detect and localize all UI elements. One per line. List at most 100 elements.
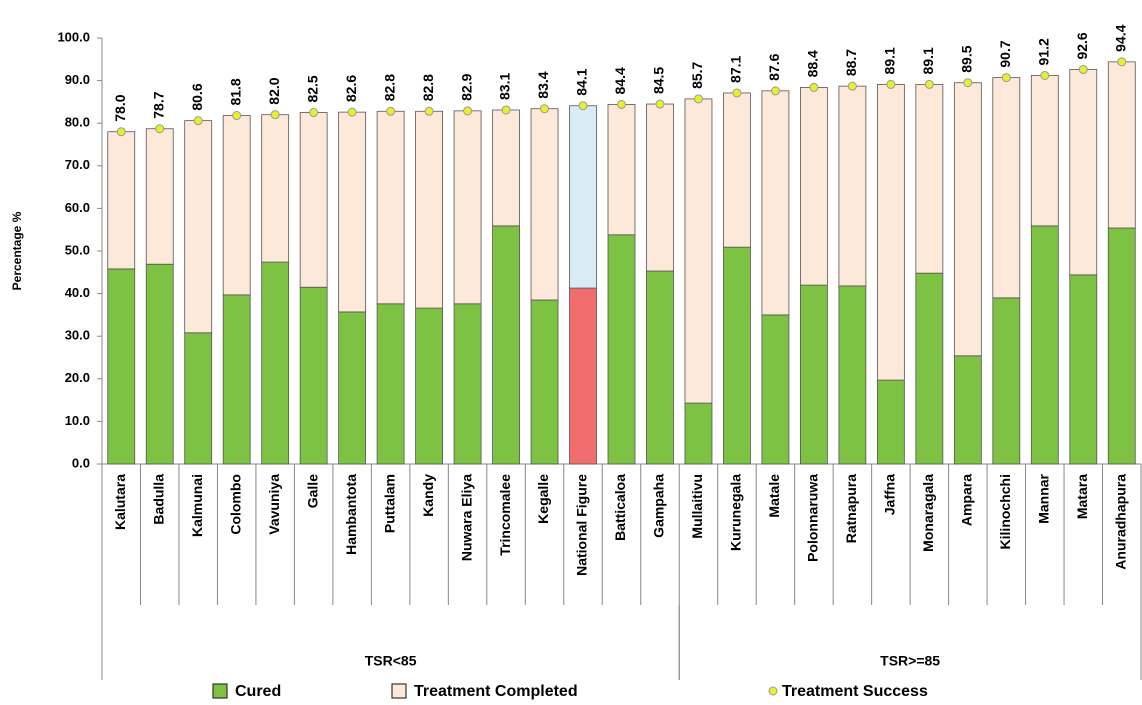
success-point: [424, 106, 434, 116]
legend-marker: [212, 683, 228, 699]
bar-segment: [607, 104, 636, 236]
value-label: 87.6: [766, 53, 782, 80]
bar-segment: [415, 307, 443, 465]
bar-segment: [607, 234, 636, 465]
success-point: [155, 124, 165, 134]
bar-segment: [453, 303, 482, 465]
legend-marker: [768, 686, 778, 696]
bar-segment: [415, 110, 443, 309]
bar-segment: [492, 225, 520, 465]
success-point: [732, 88, 742, 98]
value-label: 82.9: [458, 73, 474, 100]
value-label: 88.7: [843, 49, 859, 76]
success-point: [770, 86, 780, 96]
bar-segment: [1030, 75, 1059, 227]
success-point: [655, 99, 665, 109]
x-tick-label: Ratnapura: [843, 474, 859, 543]
x-tick-label: Monaragala: [920, 474, 936, 552]
bar-segment: [338, 111, 367, 313]
value-label: 84.1: [574, 68, 590, 95]
y-tick-label: 100.0: [57, 29, 90, 44]
bar-segment: [800, 284, 828, 465]
bar-segment: [838, 85, 867, 287]
bar-segment: [1030, 225, 1059, 465]
value-label: 84.4: [612, 67, 628, 94]
bar-segment: [838, 285, 867, 465]
bar-segment: [530, 108, 559, 301]
bar-segment: [876, 379, 905, 465]
value-label: 94.4: [1112, 24, 1128, 51]
value-label: 83.4: [535, 71, 551, 98]
bar-segment: [184, 120, 213, 334]
y-tick-label: 80.0: [65, 115, 90, 130]
bar-segment: [1069, 274, 1098, 465]
value-label: 82.6: [343, 75, 359, 102]
bar-segment: [723, 92, 751, 248]
x-tick-label: Kilinochchi: [997, 474, 1013, 549]
x-tick-label: Polonnaruwa: [805, 474, 821, 562]
legend-label: Treatment Success: [782, 683, 928, 700]
x-tick-label: Matara: [1074, 474, 1090, 519]
x-tick-label: Matale: [766, 474, 782, 518]
value-label: 82.8: [381, 74, 397, 101]
bar-segment: [299, 286, 328, 465]
success-point: [1117, 57, 1127, 67]
x-tick-label: Jaffna: [882, 474, 898, 515]
value-label: 81.8: [227, 78, 243, 105]
x-tick-label: Puttalam: [381, 474, 397, 533]
success-point: [309, 108, 319, 118]
x-tick-label: Mullaitivu: [689, 474, 705, 539]
x-tick-label: Vavuniya: [266, 474, 282, 535]
bar-segment: [145, 263, 174, 465]
y-axis-label: Percentage %: [10, 211, 24, 290]
bar-segment: [992, 77, 1021, 299]
value-label: 92.6: [1074, 32, 1090, 59]
bar-segment: [376, 110, 405, 305]
bar-segment: [107, 268, 136, 465]
y-tick-label: 0.0: [72, 455, 90, 470]
success-point: [963, 78, 973, 88]
bar-segment: [492, 109, 520, 227]
x-tick-label: Galle: [304, 474, 320, 508]
bar-segment: [530, 299, 559, 465]
value-label: 82.5: [304, 75, 320, 102]
bar-segment: [684, 402, 713, 465]
value-label: 89.1: [920, 47, 936, 74]
y-tick-label: 50.0: [65, 242, 90, 257]
bar-segment: [107, 131, 136, 270]
bar-segment: [723, 246, 751, 465]
bar-segment: [261, 261, 290, 465]
success-point: [463, 106, 473, 116]
group-label: TSR<85: [365, 653, 417, 669]
success-point: [501, 105, 511, 115]
bar-segment: [338, 311, 367, 465]
value-label: 82.0: [266, 77, 282, 104]
bar-segment: [222, 115, 251, 296]
value-label: 78.0: [112, 94, 128, 121]
x-tick-label: Ampara: [959, 474, 975, 526]
legend-label: Cured: [235, 683, 281, 700]
y-tick-label: 10.0: [65, 413, 90, 428]
y-tick-label: 30.0: [65, 328, 90, 343]
success-point: [847, 81, 857, 91]
x-tick-label: Anuradhapura: [1112, 474, 1128, 570]
y-tick-label: 70.0: [65, 157, 90, 172]
x-tick-label: Kurunegala: [728, 474, 744, 551]
x-tick-label: Trincomalee: [497, 474, 513, 556]
value-label: 88.4: [805, 50, 821, 77]
value-label: 89.5: [959, 45, 975, 72]
bar-segment: [646, 270, 674, 465]
bar-segment: [1107, 227, 1136, 465]
bar-segment: [800, 87, 828, 286]
x-tick-label: Badulla: [150, 474, 166, 525]
bar-segment: [299, 112, 328, 288]
success-point: [617, 99, 626, 109]
bar-segment: [184, 332, 213, 465]
success-point: [809, 82, 819, 92]
value-label: 80.6: [189, 83, 205, 110]
success-point: [1040, 70, 1050, 80]
y-tick-label: 90.0: [65, 72, 90, 87]
value-label: 84.5: [651, 67, 667, 94]
y-tick-label: 20.0: [65, 370, 90, 385]
bar-segment: [915, 272, 944, 465]
